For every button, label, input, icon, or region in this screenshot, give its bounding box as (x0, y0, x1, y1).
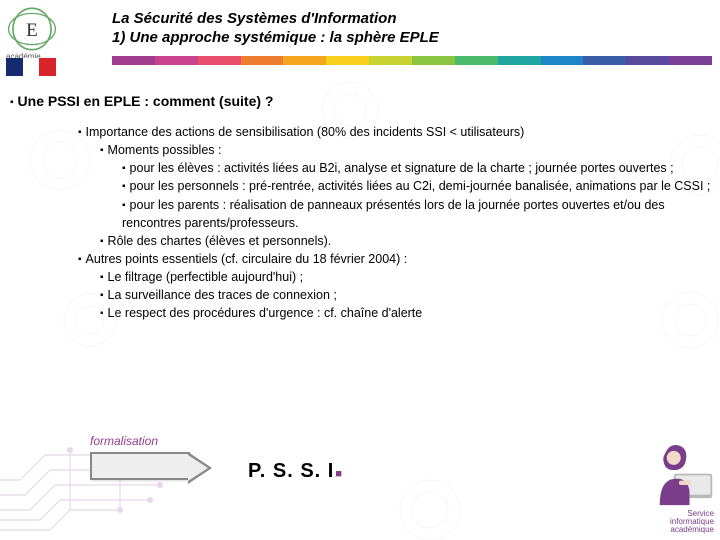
bullet-l2: Le filtrage (perfectible aujourd'hui) ; (100, 268, 718, 286)
svg-text:E: E (26, 20, 38, 41)
section-heading: Une PSSI en EPLE : comment (suite) ? (10, 93, 720, 109)
formalisation-label: formalisation (90, 434, 190, 448)
bullet-l1: Importance des actions de sensibilisatio… (78, 123, 718, 141)
bullet-l2: Rôle des chartes (élèves et personnels). (100, 232, 718, 250)
footer-label: Service informatique académique (644, 510, 714, 534)
pssi-text: P. S. S. I■ (248, 460, 344, 483)
bullet-l2: Moments possibles : (100, 141, 718, 159)
footer-right: Service informatique académique (644, 431, 714, 534)
bullet-l2: Le respect des procédures d'urgence : cf… (100, 304, 718, 322)
formalisation-block: formalisation (90, 434, 190, 480)
content-block: Importance des actions de sensibilisatio… (78, 123, 718, 322)
france-flag (6, 58, 56, 76)
slide-title-line1: La Sécurité des Systèmes d'Information (112, 10, 720, 27)
bullet-l1: Autres points essentiels (cf. circulaire… (78, 250, 718, 268)
person-icon (644, 431, 714, 511)
bullet-l3: pour les parents : réalisation de pannea… (122, 196, 718, 232)
arrow-shape (90, 452, 190, 480)
header: E académie Rennes La Sécurité des Systèm… (0, 0, 720, 65)
bullet-l3: pour les élèves : activités liées au B2i… (122, 159, 718, 177)
slide-title-line2: 1) Une approche systémique : la sphère E… (112, 29, 720, 46)
bullet-l3: pour les personnels : pré-rentrée, activ… (122, 177, 718, 195)
bullet-l2: La surveillance des traces de connexion … (100, 286, 718, 304)
color-bar (112, 56, 712, 65)
